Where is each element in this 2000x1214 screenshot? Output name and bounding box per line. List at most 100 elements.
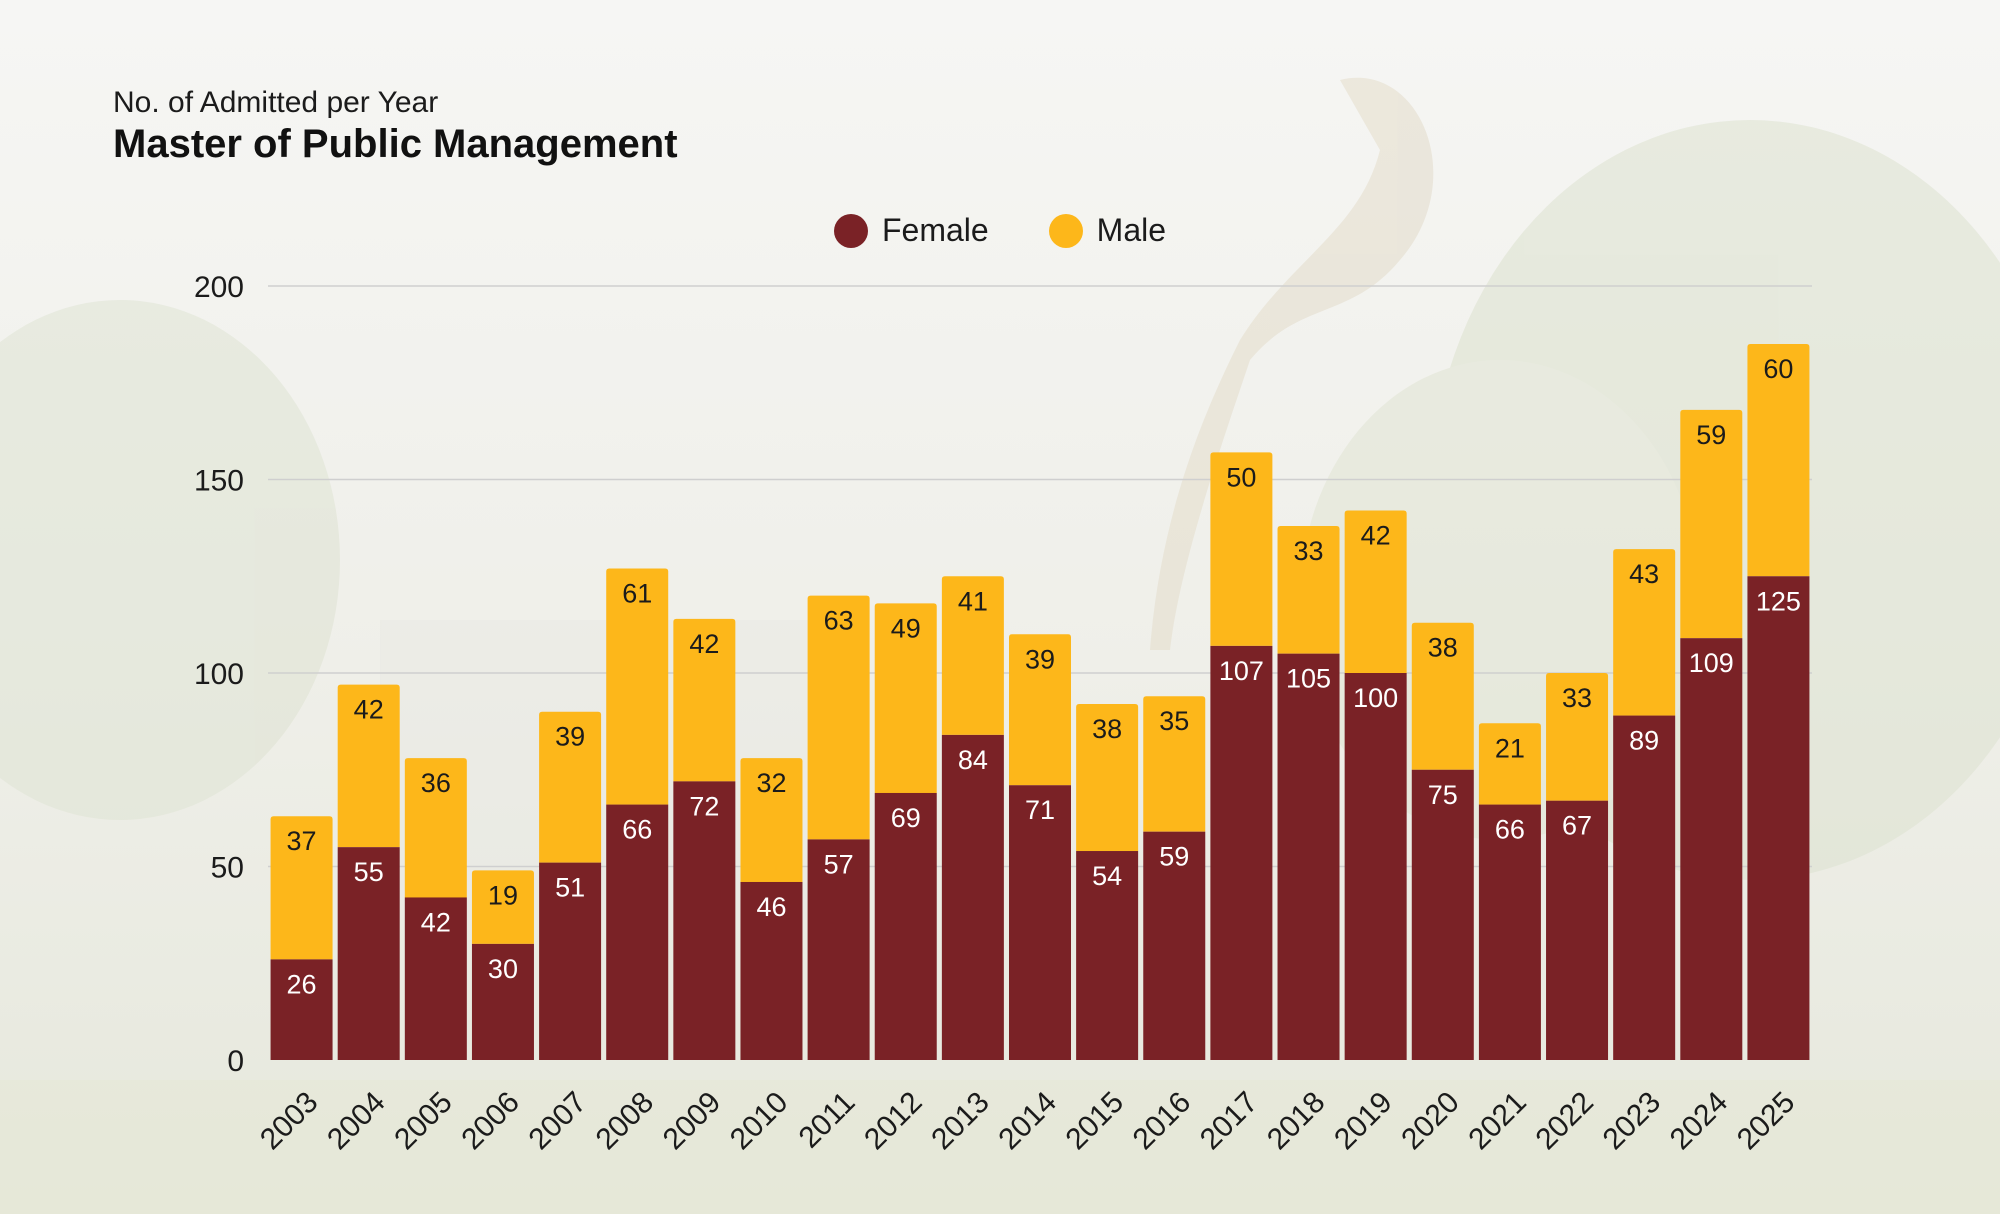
bar-female: [807, 839, 870, 1060]
data-label-female: 125: [1756, 586, 1801, 616]
bar-male: [404, 758, 467, 898]
chart-legend: Female Male: [0, 212, 2000, 249]
data-label-male: 60: [1763, 354, 1793, 384]
bar-male: [941, 576, 1004, 735]
x-tick-label: 2004: [321, 1086, 392, 1157]
data-label-female: 54: [1092, 861, 1122, 891]
data-label-male: 61: [622, 579, 652, 609]
data-label-female: 67: [1562, 811, 1592, 841]
bar-male: [740, 758, 803, 882]
data-label-female: 57: [824, 849, 854, 879]
data-label-male: 32: [756, 768, 786, 798]
x-tick-label: 2011: [793, 1086, 862, 1155]
data-label-male: 33: [1293, 536, 1323, 566]
data-label-male: 42: [689, 629, 719, 659]
x-tick-label: 2009: [657, 1086, 728, 1157]
data-label-female: 69: [891, 803, 921, 833]
bar-male: [1747, 344, 1810, 577]
legend-item-male: Male: [1048, 212, 1166, 249]
legend-swatch-female: [833, 213, 868, 248]
data-label-female: 59: [1159, 842, 1189, 872]
data-label-female: 109: [1689, 648, 1734, 678]
data-label-male: 36: [421, 768, 451, 798]
data-label-female: 72: [689, 791, 719, 821]
bar-male: [1680, 409, 1743, 639]
data-label-female: 84: [958, 745, 988, 775]
bar-female: [1344, 673, 1407, 1060]
data-label-male: 43: [1629, 559, 1659, 589]
bar-male: [807, 595, 870, 840]
x-tick-label: 2014: [992, 1086, 1063, 1157]
data-label-female: 55: [354, 857, 384, 887]
data-label-male: 41: [958, 586, 988, 616]
bar-male: [1546, 673, 1609, 801]
data-label-female: 66: [1495, 815, 1525, 845]
x-tick-label: 2008: [590, 1086, 661, 1157]
x-tick-label: 2020: [1395, 1086, 1466, 1157]
bar-female: [673, 781, 736, 1060]
data-label-female: 26: [287, 969, 317, 999]
data-label-male: 35: [1159, 706, 1189, 736]
bar-female: [337, 847, 400, 1060]
data-label-female: 46: [756, 892, 786, 922]
x-tick-label: 2023: [1597, 1086, 1668, 1157]
data-label-male: 38: [1092, 714, 1122, 744]
bar-female: [1411, 769, 1474, 1060]
bar-female: [404, 897, 467, 1060]
bar-female: [1478, 804, 1541, 1060]
bar-female: [1009, 785, 1071, 1060]
bar-male: [1344, 510, 1407, 673]
data-label-female: 75: [1428, 780, 1458, 810]
data-label-female: 105: [1286, 664, 1331, 694]
bar-female: [1210, 645, 1273, 1060]
x-tick-label: 2024: [1664, 1086, 1735, 1157]
bar-female: [606, 804, 669, 1060]
bar-female: [1613, 715, 1676, 1060]
bar-male: [270, 816, 333, 960]
data-label-female: 71: [1025, 795, 1055, 825]
y-tick-label: 50: [211, 852, 244, 885]
data-label-male: 21: [1495, 733, 1525, 763]
bar-male: [1613, 549, 1676, 716]
bar-male: [1478, 723, 1541, 805]
x-tick-label: 2013: [925, 1086, 996, 1157]
x-tick-label: 2021: [1462, 1086, 1533, 1157]
bar-female: [539, 862, 602, 1060]
bar-male: [539, 711, 602, 863]
bar-male: [1143, 696, 1206, 832]
bar-male: [1277, 525, 1340, 654]
x-tick-label: 2003: [254, 1086, 325, 1157]
data-label-male: 50: [1226, 462, 1256, 492]
data-label-male: 59: [1696, 420, 1726, 450]
bar-male: [337, 684, 400, 848]
data-label-female: 89: [1629, 726, 1659, 756]
bar-male: [673, 618, 736, 782]
legend-label-female: Female: [881, 212, 989, 248]
x-tick-label: 2022: [1529, 1086, 1600, 1157]
bar-female: [941, 734, 1004, 1060]
x-tick-label: 2018: [1261, 1086, 1332, 1157]
bar-male: [1411, 622, 1474, 770]
data-label-male: 33: [1562, 683, 1592, 713]
bar-female: [270, 959, 333, 1060]
chart-subtitle: No. of Admitted per Year: [113, 86, 439, 119]
data-label-male: 19: [488, 880, 518, 910]
y-tick-label: 100: [194, 658, 244, 691]
y-tick-label: 0: [227, 1045, 244, 1078]
data-label-female: 42: [421, 907, 451, 937]
data-label-male: 39: [555, 722, 585, 752]
bar-male: [1076, 703, 1139, 852]
data-label-female: 107: [1219, 656, 1264, 686]
data-label-female: 100: [1353, 683, 1398, 713]
y-tick-label: 150: [194, 465, 244, 498]
x-tick-label: 2017: [1194, 1086, 1265, 1157]
x-tick-label: 2010: [724, 1086, 795, 1157]
data-label-male: 42: [354, 695, 384, 725]
chart-title: Master of Public Management: [113, 122, 678, 166]
bar-male: [1009, 634, 1071, 786]
bar-female: [1277, 653, 1340, 1060]
data-label-male: 37: [287, 826, 317, 856]
bar-female: [471, 943, 534, 1060]
bar-female: [1143, 831, 1206, 1060]
